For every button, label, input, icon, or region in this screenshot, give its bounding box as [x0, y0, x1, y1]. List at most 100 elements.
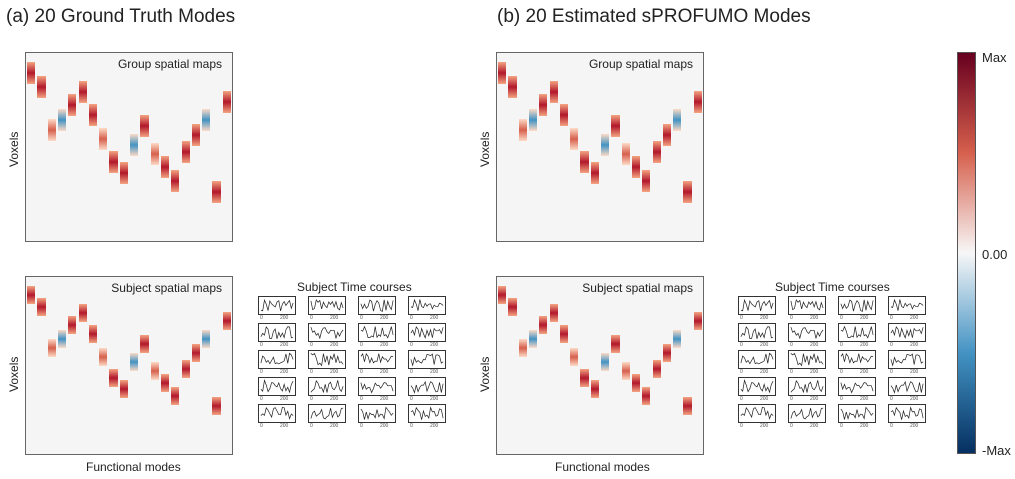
time-course-line	[310, 407, 344, 420]
time-course-tick-200: 200	[810, 342, 819, 348]
mode-block	[222, 90, 231, 113]
mode-block	[171, 386, 180, 405]
mode-block	[662, 344, 672, 363]
time-course-tick-0: 0	[840, 342, 843, 348]
time-course-tick-200: 200	[760, 315, 769, 321]
time-course-tick-200: 200	[380, 423, 389, 429]
time-course-tick-0: 0	[260, 342, 263, 348]
mode-block	[693, 90, 702, 113]
time-course-cell	[258, 323, 296, 342]
group-spatial-map-title-b: Group spatial maps	[586, 57, 695, 71]
mode-block	[181, 360, 190, 379]
time-course-tick-0: 0	[790, 315, 793, 321]
time-course-cell	[258, 350, 296, 369]
mode-block	[181, 141, 190, 164]
mode-block	[549, 303, 558, 322]
mode-block	[88, 103, 98, 126]
time-course-tick-200: 200	[810, 315, 819, 321]
time-course-line	[790, 299, 824, 311]
time-course-line	[840, 406, 874, 420]
time-course-tick-0: 0	[360, 396, 363, 402]
subject-voxels-label-b: Voxels	[478, 356, 492, 392]
mode-block	[68, 94, 77, 117]
colorbar-max-label: Max	[982, 50, 1007, 65]
time-course-tick-200: 200	[330, 396, 339, 402]
time-course-line	[790, 407, 824, 420]
time-course-line	[360, 299, 394, 312]
time-course-line	[260, 352, 294, 365]
time-course-cell	[308, 323, 346, 342]
time-course-line	[360, 353, 394, 364]
time-course-cell	[738, 296, 776, 315]
time-course-line	[840, 299, 874, 312]
time-course-cell	[788, 404, 826, 423]
subject-voxels-label-a: Voxels	[7, 356, 21, 392]
time-course-tick-0: 0	[410, 342, 413, 348]
time-course-cell	[408, 323, 446, 342]
mode-block	[528, 330, 538, 349]
panel-a-title: (a) 20 Ground Truth Modes	[6, 6, 236, 27]
time-course-tick-200: 200	[760, 369, 769, 375]
mode-block	[601, 133, 610, 156]
time-course-tick-200: 200	[330, 369, 339, 375]
time-course-tick-0: 0	[890, 423, 893, 429]
time-course-tick-0: 0	[260, 396, 263, 402]
subject-spatial-map-title-b: Subject spatial maps	[580, 281, 695, 295]
time-course-line	[890, 298, 924, 311]
time-course-tick-200: 200	[860, 369, 869, 375]
mode-block	[580, 150, 589, 173]
time-course-tick-0: 0	[360, 423, 363, 429]
time-course-line	[260, 298, 294, 312]
time-course-cell	[838, 350, 876, 369]
time-course-cell	[408, 404, 446, 423]
time-course-tick-200: 200	[910, 396, 919, 402]
mode-block	[68, 315, 77, 334]
time-course-cell	[888, 404, 926, 423]
time-course-line	[410, 326, 444, 340]
time-course-cell	[738, 323, 776, 342]
time-course-cell	[888, 350, 926, 369]
time-course-line	[410, 353, 444, 367]
time-course-tick-0: 0	[890, 342, 893, 348]
time-course-cell	[838, 404, 876, 423]
mode-block	[78, 81, 87, 104]
mode-block	[202, 330, 211, 349]
mode-block	[27, 62, 36, 85]
time-course-cell	[308, 350, 346, 369]
time-course-line	[310, 380, 344, 394]
time-course-tick-200: 200	[280, 423, 289, 429]
time-course-line	[890, 326, 924, 340]
group-voxels-label-b: Voxels	[478, 131, 492, 167]
mode-block	[662, 124, 672, 147]
time-course-cell	[738, 350, 776, 369]
time-course-tick-200: 200	[910, 342, 919, 348]
time-course-tick-0: 0	[260, 315, 263, 321]
time-courses-title-b: Subject Time courses	[775, 280, 890, 294]
mode-block	[202, 109, 211, 132]
time-course-tick-200: 200	[380, 342, 389, 348]
mode-block	[57, 330, 67, 349]
time-course-tick-200: 200	[430, 315, 439, 321]
time-course-tick-200: 200	[910, 369, 919, 375]
time-course-line	[840, 382, 874, 394]
time-course-tick-200: 200	[280, 342, 289, 348]
mode-block	[590, 379, 599, 398]
group-spatial-map-title-a: Group spatial maps	[115, 57, 224, 71]
mode-block	[611, 115, 620, 138]
time-course-tick-0: 0	[740, 369, 743, 375]
mode-block	[590, 162, 599, 185]
time-course-line	[260, 326, 294, 339]
time-course-line	[260, 406, 294, 420]
time-course-tick-0: 0	[410, 396, 413, 402]
time-course-tick-0: 0	[890, 315, 893, 321]
mode-block	[130, 133, 139, 156]
mode-block	[498, 285, 507, 304]
mode-block	[47, 338, 56, 357]
mode-block	[191, 344, 201, 363]
time-course-line	[410, 298, 444, 311]
time-course-cell	[358, 350, 396, 369]
time-course-tick-0: 0	[790, 342, 793, 348]
mode-block	[683, 180, 692, 203]
mode-block	[518, 118, 527, 141]
time-course-cell	[738, 377, 776, 396]
